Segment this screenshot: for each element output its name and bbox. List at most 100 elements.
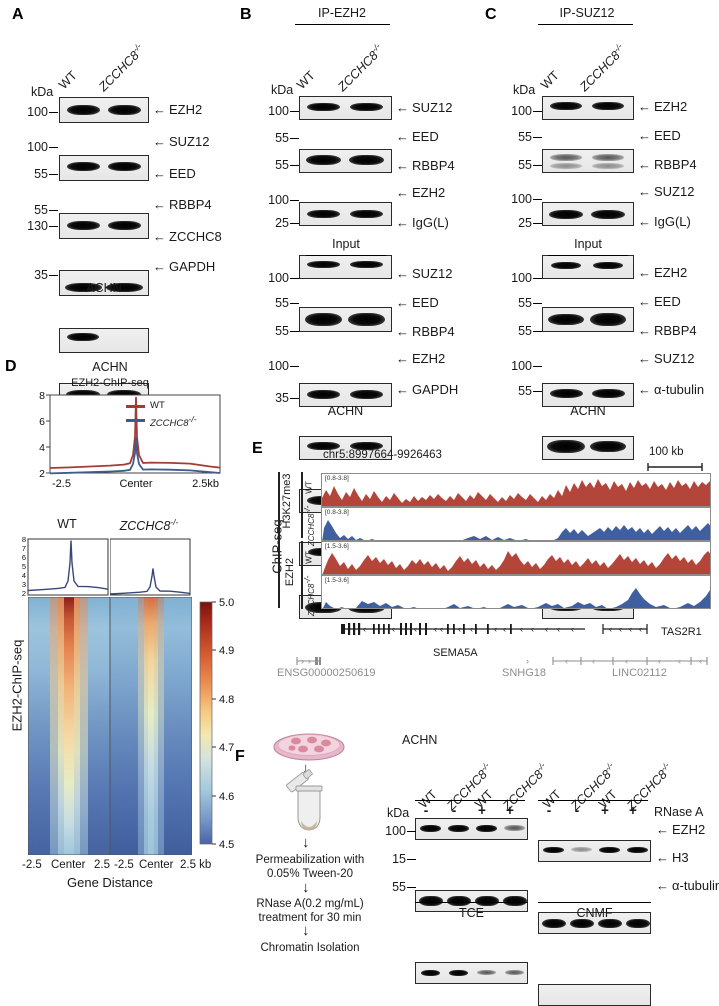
svg-text:‹: ‹ [545,624,548,634]
legend-swatch-ko [126,419,145,422]
mw-c-input-suz12: 100 [502,359,542,373]
heat-xtick-right-2: Center [139,859,174,871]
mw-c-input-ezh2: 100 [502,271,542,285]
workflow-step-2-line2: treatment for 30 min [258,912,362,924]
panel-f-treatment-6: - [574,803,580,818]
panel-d-yaxis-label: EZH2-ChIP-seq [9,639,25,732]
heatmap-colorbar: 5.0 4.9 4.8 4.7 4.6 4.5 [199,597,234,851]
panel-f-treatment-4: + [506,803,514,818]
panel-f-letter: F [235,748,245,765]
mw-zcchc8: 130 [20,219,58,233]
svg-text:Center: Center [119,478,152,490]
svg-text:‹: ‹ [557,624,560,634]
svg-text:‹: ‹ [458,624,461,634]
panel-d: ACHN EZH2-ChIP-seq 8 6 4 2 -2.5 Center 2… [0,358,245,941]
blot-c-ip-iggl [542,307,634,332]
svg-text:‹: ‹ [392,624,395,634]
svg-text:‹: ‹ [625,656,628,666]
track-range-ezh2-ko: [1.5-3.6] [325,577,349,584]
panel-b-input-header: Input [332,237,360,251]
protein-label-c-input-eed: ← EED [638,294,681,309]
panel-c-cellline: ACHN [570,404,606,418]
svg-text:‹: ‹ [592,656,595,666]
ezh2-profile-plot: 8 6 4 2 -2.5 Center 2.5kb [39,391,221,490]
workflow-arrow-3: ↓ [302,879,310,896]
mw-c-input-rbbp4: 55 [502,324,542,338]
svg-text:‹: ‹ [470,624,473,634]
mw-f-tubulin: 55 [376,880,416,894]
mw-f-h3: 15 [376,852,416,866]
svg-text:4: 4 [39,442,45,454]
gene-label-ensg: ENSG00000250619 [277,667,376,679]
track-h3k27me3-wt: [0.8-3.8] [321,473,711,507]
svg-text:4.7: 4.7 [219,742,234,754]
workflow-step-1-line1: Permeabilization with [255,854,365,866]
mw-ip-eed: 55 [259,131,299,145]
panel-a-cellline: ACHN [86,281,122,295]
panel-b-kda-label: kDa [271,83,294,97]
svg-text:›: › [308,656,311,666]
protein-label-c-ip-ezh2: ← EZH2 [638,99,688,114]
blot-ip-eed [299,149,392,173]
blot-eed [59,213,149,239]
workflow-step-2-line1: RNase A(0.2 mg/mL) [256,898,364,910]
protein-label-c-input-suz12: ← SUZ12 [638,351,695,366]
mw-ip-rbbp4: 55 [259,158,299,172]
panel-c-letter: C [485,6,497,23]
svg-text:4: 4 [22,571,26,580]
panel-f-treatment-8: + [629,803,637,818]
track-sample-label-ezh2-ko: ZCCHC8-/- [302,575,316,617]
mw-f-ezh2: 100 [376,824,416,838]
svg-text:2: 2 [39,468,45,480]
svg-text:‹: ‹ [629,624,632,634]
svg-text:›: › [526,656,529,666]
blot-c-ip-rbbp4 [542,202,634,226]
panel-e-group-rule [278,472,280,608]
track-ezh2-ko: [1.5-3.6] [321,575,711,609]
mw-c-ip-suz12: 100 [502,192,542,206]
mw-ip-suz12: 100 [259,104,299,118]
track-range-h3k27me3-wt: [0.8-3.8] [325,475,349,482]
mw-c-input-tubulin: 55 [502,384,542,398]
blot-c-input-eed [542,436,634,460]
mw-suz12: 100 [20,140,58,154]
panel-b-header-rule [295,24,390,25]
panel-f-fraction-cnmf: CNMF [576,906,613,920]
workflow-arrow-2: ↓ [302,834,310,851]
svg-text:2.5kb: 2.5kb [192,478,219,490]
workflow-arrow-1: ↓ [302,760,310,777]
legend-label-ko: ZCCHC8-/- [150,414,197,430]
panel-f-treatment-5: - [546,803,552,818]
protein-label-f-ezh2: ← EZH2 [656,822,706,837]
blot-input-eed [299,436,392,460]
mw-rbbp4: 55 [20,203,58,217]
svg-text:8: 8 [22,535,26,544]
panel-d-profile-title: EZH2-ChIP-seq [71,377,149,389]
protein-label-f-h3: ← H3 [656,850,689,865]
panel-c-lane-label-wt: WT [538,68,562,92]
workflow-step-1-line2: 0.05% Tween-20 [266,868,354,880]
blot-c-ip-eed [542,149,634,173]
panel-e-scalebar-label: 100 kb [649,446,684,458]
svg-text:‹: ‹ [434,624,437,634]
panel-f-treatment-3: + [478,803,486,818]
blot-f-cnmf-ezh2 [538,840,651,862]
heatmap-col-title-ko: ZCCHC8-/- [119,517,179,534]
svg-text:2: 2 [22,589,26,598]
panel-a-blots: 100 ← EZH2 100 ← SUZ12 55 ← EED 55 ← RBBP4 1… [0,0,222,407]
mw-input-eed: 55 [259,296,299,310]
panel-f-tce-rule [415,800,525,801]
panel-c-input-header: Input [574,237,602,251]
protein-label-ip-iggl: ← IgG(L) [396,215,449,230]
svg-text:‹: ‹ [571,624,574,634]
blot-ip-suz12 [299,96,392,120]
panel-a-kda-label: kDa [31,85,54,99]
track-h3k27me3-ko: [0.8-3.8] [321,507,711,541]
svg-text:‹: ‹ [619,624,622,634]
heat-xtick-left-3: 2.5 [94,859,110,871]
protein-label-f-tubulin: ← α-tubulin [656,878,719,893]
panel-c-header-rule [538,24,633,25]
panel-e-scalebar [647,463,703,471]
blot-f-cnmf-tubulin [538,984,651,1006]
panel-c: IP-SUZ12 WT ZCCHC8-/- kDa 100 ← EZH2 55 ←… [480,0,719,619]
